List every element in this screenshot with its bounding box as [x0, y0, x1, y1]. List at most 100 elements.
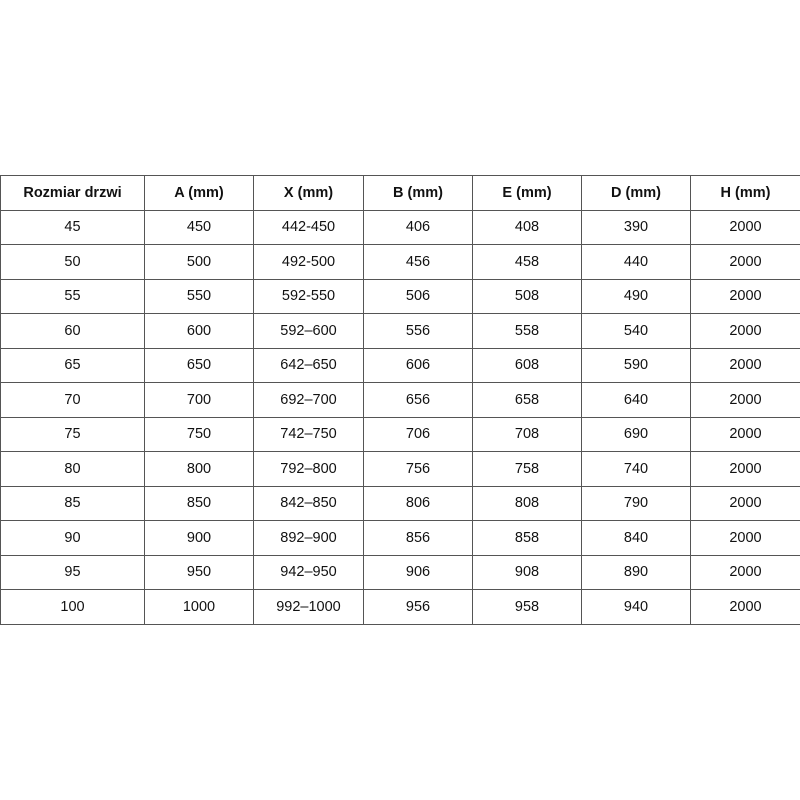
- table-cell: 942–950: [253, 554, 364, 590]
- table-cell: 390: [581, 209, 691, 245]
- table-cell: 2000: [690, 485, 800, 521]
- table-cell: 2000: [690, 416, 800, 452]
- table-cell: 640: [581, 382, 691, 418]
- table-cell: 606: [363, 347, 473, 383]
- table-cell: 608: [472, 347, 582, 383]
- table-cell: 706: [363, 416, 473, 452]
- table-cell: 100: [0, 589, 145, 625]
- table-row: 100 1000 992–1000 956 958 940 2000: [0, 589, 800, 625]
- table-cell: 2000: [690, 451, 800, 487]
- table-cell: 2000: [690, 347, 800, 383]
- table-cell: 458: [472, 244, 582, 280]
- column-header: D (mm): [581, 175, 691, 211]
- table-cell: 940: [581, 589, 691, 625]
- table-row: 70 700 692–700 656 658 640 2000: [0, 382, 800, 418]
- table-cell: 440: [581, 244, 691, 280]
- table-row: 90 900 892–900 856 858 840 2000: [0, 520, 800, 556]
- table-cell: 492-500: [253, 244, 364, 280]
- table-row: 95 950 942–950 906 908 890 2000: [0, 554, 800, 590]
- table-cell: 2000: [690, 313, 800, 349]
- table-cell: 656: [363, 382, 473, 418]
- table-cell: 692–700: [253, 382, 364, 418]
- table-cell: 756: [363, 451, 473, 487]
- table-cell: 2000: [690, 520, 800, 556]
- table-cell: 2000: [690, 382, 800, 418]
- table-cell: 742–750: [253, 416, 364, 452]
- table-cell: 750: [144, 416, 254, 452]
- table-cell: 590: [581, 347, 691, 383]
- table-cell: 992–1000: [253, 589, 364, 625]
- table-cell: 95: [0, 554, 145, 590]
- table-cell: 956: [363, 589, 473, 625]
- table-row: 60 600 592–600 556 558 540 2000: [0, 313, 800, 349]
- table-cell: 758: [472, 451, 582, 487]
- table-cell: 85: [0, 485, 145, 521]
- table-cell: 456: [363, 244, 473, 280]
- table-cell: 600: [144, 313, 254, 349]
- table-cell: 900: [144, 520, 254, 556]
- table-cell: 508: [472, 278, 582, 314]
- table-cell: 442-450: [253, 209, 364, 245]
- table-cell: 70: [0, 382, 145, 418]
- table-cell: 50: [0, 244, 145, 280]
- table-cell: 642–650: [253, 347, 364, 383]
- table-cell: 650: [144, 347, 254, 383]
- table-cell: 658: [472, 382, 582, 418]
- table-cell: 500: [144, 244, 254, 280]
- table-cell: 80: [0, 451, 145, 487]
- table-cell: 792–800: [253, 451, 364, 487]
- column-header: Rozmiar drzwi: [0, 175, 145, 211]
- table-cell: 65: [0, 347, 145, 383]
- table-cell: 690: [581, 416, 691, 452]
- table-row: 55 550 592-550 506 508 490 2000: [0, 278, 800, 314]
- table-cell: 45: [0, 209, 145, 245]
- table-cell: 1000: [144, 589, 254, 625]
- table-cell: 958: [472, 589, 582, 625]
- table-cell: 850: [144, 485, 254, 521]
- table-cell: 75: [0, 416, 145, 452]
- table-cell: 592–600: [253, 313, 364, 349]
- table-cell: 858: [472, 520, 582, 556]
- table-cell: 708: [472, 416, 582, 452]
- table-row: 85 850 842–850 806 808 790 2000: [0, 485, 800, 521]
- table-row: 50 500 492-500 456 458 440 2000: [0, 244, 800, 280]
- table-cell: 55: [0, 278, 145, 314]
- table-cell: 806: [363, 485, 473, 521]
- table-cell: 2000: [690, 554, 800, 590]
- header-row: Rozmiar drzwi A (mm) X (mm) B (mm) E (mm) D (…: [0, 175, 800, 211]
- table-cell: 892–900: [253, 520, 364, 556]
- table-cell: 2000: [690, 589, 800, 625]
- table-cell: 2000: [690, 209, 800, 245]
- table-cell: 450: [144, 209, 254, 245]
- table-cell: 700: [144, 382, 254, 418]
- table-cell: 800: [144, 451, 254, 487]
- table-row: 45 450 442-450 406 408 390 2000: [0, 209, 800, 245]
- table-cell: 490: [581, 278, 691, 314]
- table-cell: 406: [363, 209, 473, 245]
- table-row: 80 800 792–800 756 758 740 2000: [0, 451, 800, 487]
- table-cell: 60: [0, 313, 145, 349]
- table-cell: 90: [0, 520, 145, 556]
- table-cell: 558: [472, 313, 582, 349]
- table-cell: 890: [581, 554, 691, 590]
- table-cell: 808: [472, 485, 582, 521]
- table-row: 65 650 642–650 606 608 590 2000: [0, 347, 800, 383]
- table-cell: 550: [144, 278, 254, 314]
- table-cell: 2000: [690, 244, 800, 280]
- table-cell: 556: [363, 313, 473, 349]
- table-cell: 856: [363, 520, 473, 556]
- table-cell: 2000: [690, 278, 800, 314]
- table-cell: 540: [581, 313, 691, 349]
- table-cell: 506: [363, 278, 473, 314]
- table-row: 75 750 742–750 706 708 690 2000: [0, 416, 800, 452]
- table-cell: 906: [363, 554, 473, 590]
- table-cell: 408: [472, 209, 582, 245]
- table-cell: 950: [144, 554, 254, 590]
- table-cell: 740: [581, 451, 691, 487]
- table-cell: 908: [472, 554, 582, 590]
- table-cell: 842–850: [253, 485, 364, 521]
- column-header: A (mm): [144, 175, 254, 211]
- table-cell: 790: [581, 485, 691, 521]
- column-header: H (mm): [690, 175, 800, 211]
- table-cell: 592-550: [253, 278, 364, 314]
